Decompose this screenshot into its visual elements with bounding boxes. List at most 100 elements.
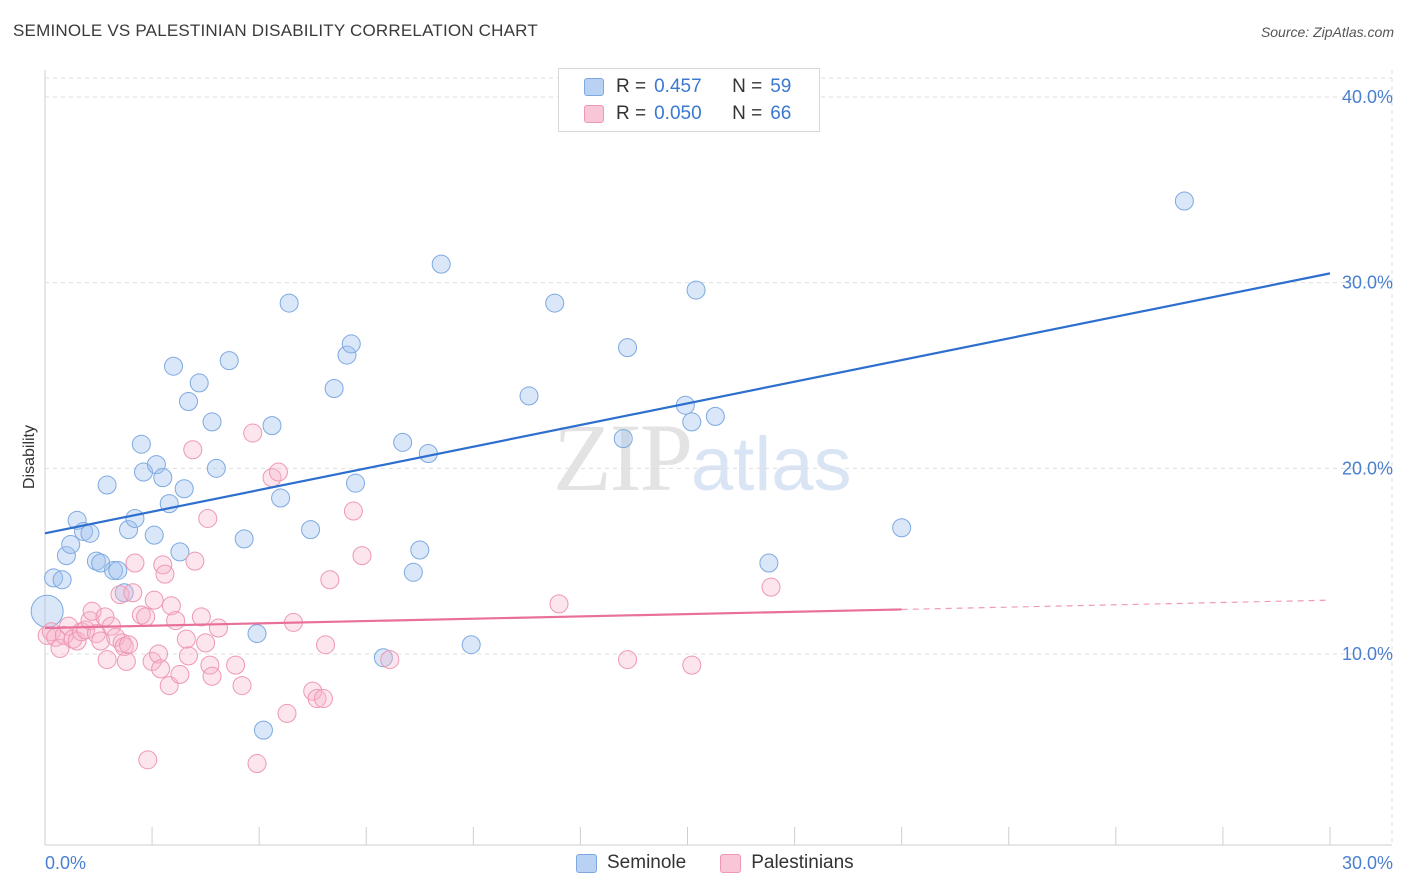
palestinian-point bbox=[176, 629, 196, 649]
palestinian-point bbox=[761, 577, 781, 597]
seminole-point bbox=[519, 386, 539, 406]
seminole-point bbox=[174, 479, 194, 499]
seminole-point bbox=[108, 560, 128, 580]
palestinian-point bbox=[682, 655, 702, 675]
seminole-point bbox=[324, 378, 344, 398]
watermark: ZIPatlas bbox=[553, 402, 852, 513]
legend-label-palestinians: Palestinians bbox=[751, 852, 854, 873]
watermark-zip: ZIP bbox=[553, 404, 693, 511]
seminole-point bbox=[705, 406, 725, 426]
palestinian-point bbox=[136, 607, 156, 627]
legend-row-seminole: R = 0.457 N = 59 bbox=[584, 75, 791, 99]
legend-n-label: N = bbox=[732, 76, 763, 97]
palestinian-point bbox=[161, 596, 181, 616]
y-tick-label: 20.0% bbox=[1342, 458, 1393, 478]
palestinian-point bbox=[183, 440, 203, 460]
trendline-palestinians-dashed bbox=[901, 599, 1331, 611]
seminole-point bbox=[125, 508, 145, 528]
seminole-point bbox=[403, 562, 423, 582]
legend-swatch-palestinians bbox=[720, 853, 742, 873]
stats-legend: R = 0.457 N = 59 R = 0.050 N = 66 bbox=[558, 68, 820, 132]
legend-swatch-seminole bbox=[576, 853, 597, 873]
chart-title: SEMINOLE VS PALESTINIAN DISABILITY CORRE… bbox=[13, 21, 538, 40]
palestinian-point bbox=[243, 423, 263, 443]
palestinian-point bbox=[50, 638, 70, 658]
palestinian-point bbox=[82, 601, 102, 621]
palestinian-point bbox=[138, 750, 158, 770]
palestinian-point bbox=[153, 555, 173, 575]
legend-label-seminole: Seminole bbox=[607, 852, 687, 873]
seminole-point bbox=[686, 280, 706, 300]
palestinian-point bbox=[185, 551, 205, 571]
legend-item-palestinians[interactable]: Palestinians bbox=[720, 852, 854, 874]
watermark-atlas: atlas bbox=[691, 422, 852, 507]
seminole-point bbox=[97, 475, 117, 495]
seminole-point bbox=[545, 293, 565, 313]
source-note: Source: ZipAtlas.com bbox=[1260, 24, 1394, 40]
palestinian-point bbox=[196, 633, 216, 653]
trendline-seminole bbox=[44, 272, 1331, 535]
palestinian-point bbox=[151, 659, 171, 679]
palestinian-point bbox=[316, 635, 336, 655]
palestinian-point bbox=[155, 564, 175, 584]
seminole-point bbox=[30, 594, 64, 628]
seminole-point bbox=[431, 254, 451, 274]
seminole-point bbox=[104, 560, 124, 580]
seminole-point bbox=[189, 373, 209, 393]
seminole-point bbox=[337, 345, 357, 365]
legend-r-label: R = bbox=[616, 76, 647, 97]
legend-item-seminole[interactable]: Seminole bbox=[576, 852, 686, 874]
palestinian-point bbox=[125, 553, 145, 573]
seminole-point bbox=[271, 488, 291, 508]
seminole-point bbox=[393, 432, 413, 452]
palestinian-point bbox=[97, 650, 117, 670]
seminole-point bbox=[461, 635, 481, 655]
seminole-point bbox=[119, 520, 139, 540]
seminole-point bbox=[219, 351, 239, 371]
seminole-point bbox=[262, 416, 282, 436]
y-tick-label: 10.0% bbox=[1342, 644, 1393, 664]
x-tick-label: 0.0% bbox=[45, 853, 86, 873]
palestinian-point bbox=[232, 676, 252, 696]
palestinian-point bbox=[116, 651, 136, 671]
seminole-point bbox=[682, 412, 702, 432]
palestinian-point bbox=[343, 501, 363, 521]
seminole-point bbox=[170, 542, 190, 562]
seminole-point bbox=[373, 648, 393, 668]
palestinian-point bbox=[198, 508, 218, 528]
palestinian-point bbox=[618, 650, 638, 670]
series-legend: Seminole Palestinians bbox=[576, 852, 888, 874]
x-tick-label: 30.0% bbox=[1342, 853, 1393, 873]
seminole-point bbox=[892, 518, 912, 538]
palestinian-point bbox=[123, 583, 143, 603]
y-axis-title: Disability bbox=[21, 425, 38, 489]
palestinian-point bbox=[307, 689, 327, 709]
legend-row-palestinians: R = 0.050 N = 66 bbox=[584, 102, 791, 126]
seminole-point bbox=[613, 429, 633, 449]
seminole-point bbox=[56, 546, 76, 566]
seminole-point bbox=[52, 570, 72, 590]
palestinian-point bbox=[166, 611, 186, 631]
seminole-point bbox=[759, 553, 779, 573]
seminole-point bbox=[80, 523, 100, 543]
palestinian-point bbox=[170, 664, 190, 684]
y-tick-label: 40.0% bbox=[1342, 87, 1393, 107]
palestinian-point bbox=[313, 689, 333, 709]
legend-r-value: 0.457 bbox=[654, 76, 702, 97]
legend-r-value: 0.050 bbox=[654, 103, 702, 124]
palestinian-point bbox=[119, 635, 139, 655]
palestinian-point bbox=[76, 620, 96, 640]
seminole-point bbox=[279, 293, 299, 313]
palestinian-point bbox=[149, 644, 169, 664]
palestinian-point bbox=[380, 650, 400, 670]
seminole-point bbox=[341, 334, 361, 354]
seminole-point bbox=[202, 412, 222, 432]
seminole-point bbox=[234, 529, 254, 549]
seminole-point bbox=[144, 525, 164, 545]
palestinian-point bbox=[178, 646, 198, 666]
palestinian-point bbox=[202, 666, 222, 686]
palestinian-point bbox=[191, 607, 211, 627]
seminole-point bbox=[153, 468, 173, 488]
legend-n-value: 59 bbox=[770, 76, 792, 97]
